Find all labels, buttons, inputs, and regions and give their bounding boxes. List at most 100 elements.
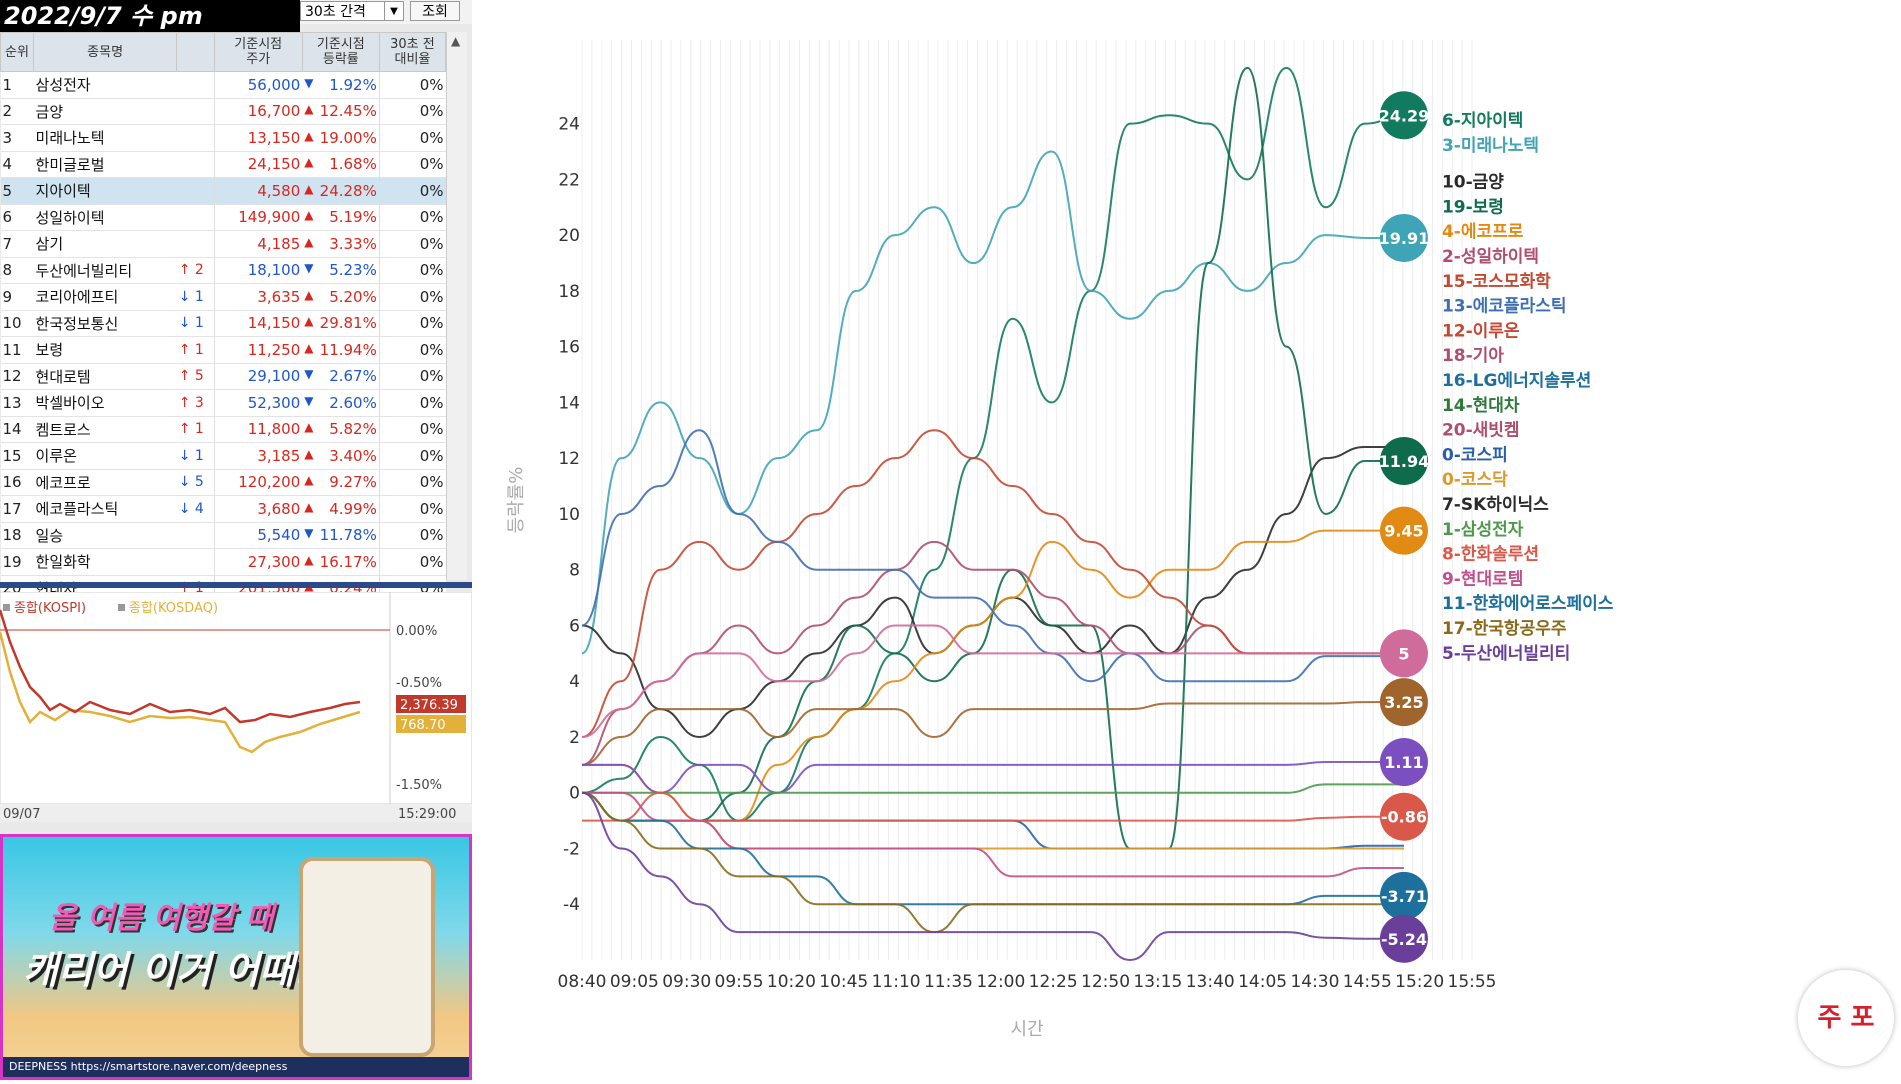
interval-select[interactable]: 30초 간격 ▼ [300, 1, 404, 21]
price-cell: 16,700 [213, 98, 303, 125]
rate-value: 5.19% [329, 208, 377, 227]
prev-rate-cell: 0% [378, 363, 446, 390]
price-cell: 56,000 [213, 71, 303, 99]
table-row[interactable]: 8 두산에너빌리티 ↑ 2 18,100 ▼ 5.23% 0% [0, 257, 446, 284]
ad-banner[interactable]: 올 여름 여행갈 때 캐리어 이거 어때? DEEPNESS https://s… [0, 834, 472, 1080]
index-time-label: 15:29:00 [398, 807, 456, 822]
price-cell: 149,900 [213, 204, 303, 231]
down-triangle-icon: ▼ [304, 261, 314, 276]
rate-value: 2.67% [329, 367, 377, 386]
table-row[interactable]: 1 삼성전자 56,000 ▼ 1.92% 0% [0, 71, 446, 99]
index-y-label: -1.50% [396, 778, 442, 793]
series-line [581, 791, 1404, 934]
stock-name-cell: 삼성전자 [33, 71, 177, 99]
column-header[interactable] [176, 32, 215, 72]
rate-cell: ▲ 19.00% [302, 124, 380, 152]
rank-change-cell [176, 522, 215, 549]
table-row[interactable]: 9 코리아에프티 ↓ 1 3,635 ▲ 5.20% 0% [0, 283, 446, 311]
index-y-label: 0.00% [396, 624, 437, 639]
table-scrollbar[interactable]: ▲ [446, 32, 467, 580]
table-row[interactable]: 18 일승 5,540 ▼ 11.78% 0% [0, 522, 446, 549]
table-row[interactable]: 17 에코플라스틱 ↓ 4 3,680 ▲ 4.99% 0% [0, 495, 446, 523]
legend-label: 16-LG에너지솔루션 [1442, 371, 1591, 391]
series-end-value: 5 [1398, 644, 1409, 663]
table-row[interactable]: 5 지아이텍 4,580 ▲ 24.28% 0% [0, 177, 446, 205]
series-line [581, 529, 1404, 822]
column-header[interactable]: 순위 [0, 32, 35, 72]
column-header[interactable]: 종목명 [33, 32, 178, 72]
up-triangle-icon: ▲ [304, 234, 314, 249]
table-row[interactable]: 4 한미글로벌 24,150 ▲ 1.68% 0% [0, 151, 446, 178]
y-tick-label: 20 [558, 226, 580, 246]
scroll-up-icon[interactable]: ▲ [451, 34, 461, 48]
index-footer-bg [0, 804, 472, 822]
table-row[interactable]: 10 한국정보통신 ↓ 1 14,150 ▲ 29.81% 0% [0, 310, 446, 337]
table-row[interactable]: 15 이루온 ↓ 1 3,185 ▲ 3.40% 0% [0, 442, 446, 470]
stock-ranking-table: 순위 종목명 기준시점 주가 기준시점 등락률 30초 전 대비율 1 삼성전자 56,00… [0, 32, 447, 602]
series-line [581, 66, 1404, 822]
prev-rate-cell: 0% [378, 442, 446, 470]
y-tick-label: 14 [558, 393, 580, 413]
rank-cell: 10 [0, 310, 34, 337]
prev-rate-cell: 0% [378, 283, 446, 311]
column-header[interactable]: 기준시점 주가 [213, 32, 303, 72]
table-row[interactable]: 12 현대로템 ↑ 5 29,100 ▼ 2.67% 0% [0, 363, 446, 390]
table-row[interactable]: 3 미래나노텍 13,150 ▲ 19.00% 0% [0, 124, 446, 152]
ad-subline: 캐리어 이거 어때? [23, 948, 317, 992]
prev-rate-cell: 0% [378, 310, 446, 337]
table-row[interactable]: 13 박셀바이오 ↑ 3 52,300 ▼ 2.60% 0% [0, 389, 446, 417]
series-end-badge [1379, 914, 1428, 963]
table-row[interactable]: 16 에코프로 ↓ 5 120,200 ▲ 9.27% 0% [0, 469, 446, 496]
table-row[interactable]: 11 보령 ↑ 1 11,250 ▲ 11.94% 0% [0, 336, 446, 364]
rank-cell: 1 [0, 71, 34, 99]
down-triangle-icon: ▼ [304, 393, 314, 408]
stock-name-cell: 일승 [33, 522, 177, 549]
column-header[interactable]: 기준시점 등락률 [301, 32, 380, 72]
prev-rate-cell: 0% [378, 151, 446, 178]
y-tick-label: 4 [569, 672, 580, 692]
series-end-badge [1379, 91, 1428, 140]
price-cell: 27,300 [213, 548, 303, 576]
query-button[interactable]: 조회 [410, 1, 460, 21]
x-tick-label: 08:40 [558, 972, 607, 992]
up-triangle-icon: ▲ [304, 420, 314, 435]
rate-value: 24.28% [319, 181, 377, 200]
rank-cell: 13 [0, 389, 34, 417]
kospi-line [0, 609, 361, 724]
rank-change-cell [176, 204, 215, 231]
x-tick-label: 12:25 [1029, 972, 1078, 992]
rank-cell: 17 [0, 495, 34, 523]
table-row[interactable]: 7 삼기 4,185 ▲ 3.33% 0% [0, 230, 446, 258]
up-triangle-icon: ▲ [304, 314, 314, 329]
ad-footer[interactable]: DEEPNESS https://smartstore.naver.com/de… [3, 1057, 469, 1077]
table-row[interactable]: 19 한일화학 27,300 ▲ 16.17% 0% [0, 548, 446, 576]
prev-rate-cell: 0% [378, 71, 446, 99]
series-line [581, 429, 1404, 738]
stock-name-cell: 이루온 [33, 442, 177, 470]
table-row[interactable]: 6 성일하이텍 149,900 ▲ 5.19% 0% [0, 204, 446, 231]
rate-value: 5.82% [329, 420, 377, 439]
table-row[interactable]: 2 금양 16,700 ▲ 12.45% 0% [0, 98, 446, 125]
kosdaq-line [0, 631, 361, 754]
rate-cell: ▲ 29.81% [302, 310, 380, 337]
index-y-label: -0.50% [396, 676, 442, 691]
y-tick-label: 18 [558, 282, 580, 302]
rate-cell: ▲ 11.94% [302, 336, 380, 364]
series-end-badge [1379, 436, 1428, 485]
legend-kosdaq: 종합(KOSDAQ) [129, 601, 218, 616]
down-triangle-icon: ▼ [304, 526, 314, 541]
series-end-value: -5.24 [1381, 930, 1427, 949]
prev-rate-cell: 0% [378, 98, 446, 125]
rate-cell: ▲ 12.45% [302, 98, 380, 125]
x-tick-label: 09:05 [610, 972, 659, 992]
table-row[interactable]: 14 켐트로스 ↑ 1 11,800 ▲ 5.82% 0% [0, 416, 446, 443]
rate-cell: ▲ 3.40% [302, 442, 380, 470]
series-line [581, 761, 1404, 794]
y-tick-label: 24 [558, 115, 580, 135]
y-tick-label: 10 [558, 505, 580, 525]
index-plot-bg [0, 592, 391, 805]
kospi-value: 2,376.39 [400, 698, 458, 713]
legend-label: 5-두산에너빌리티 [1442, 644, 1570, 664]
chevron-down-icon[interactable]: ▼ [384, 2, 403, 20]
column-header[interactable]: 30초 전 대비율 [378, 32, 447, 72]
